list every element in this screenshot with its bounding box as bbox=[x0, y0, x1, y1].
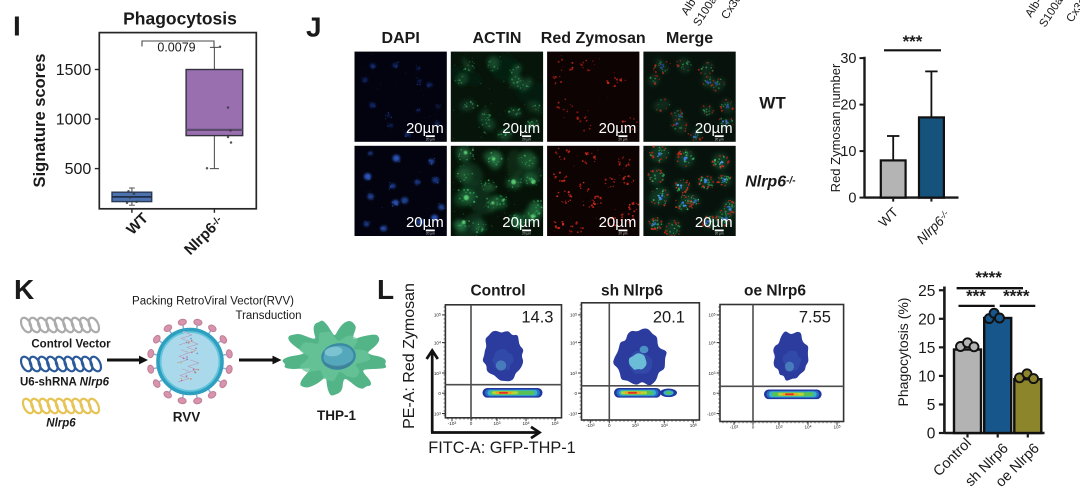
svg-text:Signature scores: Signature scores bbox=[31, 54, 49, 188]
svg-text:Nlrp6: Nlrp6 bbox=[46, 417, 76, 429]
svg-text:103: 103 bbox=[493, 421, 500, 426]
svg-text:15: 15 bbox=[918, 340, 935, 357]
svg-text:DAPI: DAPI bbox=[382, 30, 420, 47]
svg-text:-103: -103 bbox=[730, 425, 739, 430]
svg-text:104: 104 bbox=[661, 423, 668, 428]
svg-text:25: 25 bbox=[918, 283, 935, 300]
svg-text:1500: 1500 bbox=[56, 62, 92, 79]
svg-text:Phagocytosis (%): Phagocytosis (%) bbox=[895, 298, 911, 407]
svg-text:0: 0 bbox=[848, 191, 856, 207]
svg-text:20µm: 20µm bbox=[406, 120, 444, 137]
svg-text:0: 0 bbox=[438, 391, 441, 396]
svg-text:20µm: 20µm bbox=[599, 214, 637, 231]
svg-text:0: 0 bbox=[470, 421, 473, 426]
svg-text:Cx3cr1: Cx3cr1 bbox=[719, 0, 749, 22]
svg-text:7.55: 7.55 bbox=[799, 309, 831, 327]
svg-text:Transduction: Transduction bbox=[235, 310, 301, 322]
svg-text:ACTIN: ACTIN bbox=[473, 30, 522, 47]
svg-text:oe Nlrp6: oe Nlrp6 bbox=[744, 283, 806, 300]
svg-text:20: 20 bbox=[918, 311, 936, 328]
svg-text:L: L bbox=[377, 274, 394, 305]
svg-text:1000: 1000 bbox=[56, 112, 92, 129]
svg-text:WT: WT bbox=[759, 94, 786, 113]
svg-text:105: 105 bbox=[551, 421, 558, 426]
svg-text:105: 105 bbox=[690, 423, 697, 428]
svg-text:105: 105 bbox=[708, 313, 715, 318]
svg-text:20 µm: 20 µm bbox=[426, 232, 435, 236]
svg-text:Nlrp6-/-: Nlrp6-/- bbox=[914, 208, 953, 247]
svg-text:103: 103 bbox=[570, 371, 577, 376]
svg-text:5: 5 bbox=[927, 397, 936, 414]
svg-text:105: 105 bbox=[833, 425, 840, 430]
svg-text:Red Zymosan number: Red Zymosan number bbox=[828, 63, 843, 192]
svg-text:103: 103 bbox=[775, 425, 782, 430]
svg-text:104: 104 bbox=[434, 340, 441, 345]
svg-text:WT: WT bbox=[876, 205, 901, 230]
svg-text:****: **** bbox=[975, 268, 1002, 287]
svg-text:I: I bbox=[13, 11, 21, 42]
svg-text:0: 0 bbox=[574, 391, 577, 396]
svg-text:103: 103 bbox=[708, 371, 715, 376]
svg-text:103: 103 bbox=[434, 371, 441, 376]
svg-text:20µm: 20µm bbox=[502, 214, 540, 231]
svg-text:***: *** bbox=[966, 287, 986, 306]
svg-text:20 µm: 20 µm bbox=[715, 232, 724, 236]
svg-text:sh Nlrp6: sh Nlrp6 bbox=[601, 283, 663, 300]
svg-text:20µm: 20µm bbox=[599, 120, 637, 137]
svg-text:WT: WT bbox=[123, 210, 152, 239]
svg-text:500: 500 bbox=[65, 161, 92, 178]
svg-text:20µm: 20µm bbox=[502, 120, 540, 137]
svg-text:****: **** bbox=[1003, 287, 1030, 306]
svg-text:20: 20 bbox=[840, 98, 856, 114]
svg-text:10: 10 bbox=[918, 368, 936, 385]
svg-text:104: 104 bbox=[708, 340, 715, 345]
svg-text:U6-shRNA Nlrp6: U6-shRNA Nlrp6 bbox=[20, 377, 110, 389]
svg-text:Nlrp6-/-: Nlrp6-/- bbox=[745, 174, 796, 191]
svg-text:-103: -103 bbox=[568, 411, 577, 416]
svg-text:Control: Control bbox=[470, 283, 525, 300]
svg-text:-103: -103 bbox=[586, 423, 595, 428]
svg-text:10: 10 bbox=[840, 144, 856, 160]
svg-text:104: 104 bbox=[804, 425, 811, 430]
svg-text:Phagocytosis: Phagocytosis bbox=[123, 9, 237, 29]
svg-text:105: 105 bbox=[434, 313, 441, 318]
svg-text:-103: -103 bbox=[707, 411, 716, 416]
svg-text:20µm: 20µm bbox=[406, 214, 444, 231]
svg-text:20 µm: 20 µm bbox=[522, 137, 531, 141]
svg-text:Red Zymosan: Red Zymosan bbox=[541, 30, 646, 47]
svg-text:J: J bbox=[306, 11, 322, 42]
svg-text:0: 0 bbox=[608, 423, 611, 428]
svg-text:105: 105 bbox=[570, 313, 577, 318]
svg-text:103: 103 bbox=[632, 423, 639, 428]
svg-text:-103: -103 bbox=[448, 421, 457, 426]
svg-text:104: 104 bbox=[522, 421, 529, 426]
svg-text:20 µm: 20 µm bbox=[618, 137, 627, 141]
svg-text:K: K bbox=[14, 274, 34, 305]
svg-text:0: 0 bbox=[927, 426, 936, 443]
svg-text:RVV: RVV bbox=[173, 410, 201, 425]
svg-text:20 µm: 20 µm bbox=[618, 232, 627, 236]
svg-text:20µm: 20µm bbox=[695, 120, 733, 137]
svg-text:30: 30 bbox=[840, 51, 856, 67]
svg-text:FITC-A: GFP-THP-1: FITC-A: GFP-THP-1 bbox=[428, 439, 575, 457]
svg-text:***: *** bbox=[903, 32, 923, 51]
svg-text:20 µm: 20 µm bbox=[426, 137, 435, 141]
svg-text:20µm: 20µm bbox=[695, 214, 733, 231]
svg-text:0: 0 bbox=[713, 391, 716, 396]
svg-text:Nlrp6-/-: Nlrp6-/- bbox=[181, 213, 227, 259]
svg-text:20 µm: 20 µm bbox=[715, 137, 724, 141]
svg-text:THP-1: THP-1 bbox=[317, 408, 356, 423]
svg-text:Cx3cr1: Cx3cr1 bbox=[1064, 0, 1080, 25]
svg-text:14.3: 14.3 bbox=[521, 309, 553, 327]
svg-text:0.0079: 0.0079 bbox=[157, 41, 195, 55]
svg-text:20.1: 20.1 bbox=[653, 309, 685, 327]
svg-text:-103: -103 bbox=[432, 411, 441, 416]
svg-text:PE-A: Red Zymosan: PE-A: Red Zymosan bbox=[401, 283, 418, 429]
svg-text:104: 104 bbox=[570, 340, 577, 345]
svg-text:Packing RetroViral Vector(RVV): Packing RetroViral Vector(RVV) bbox=[132, 296, 294, 308]
svg-text:20 µm: 20 µm bbox=[522, 232, 531, 236]
svg-text:Merge: Merge bbox=[666, 30, 713, 47]
svg-text:Control Vector: Control Vector bbox=[31, 339, 111, 351]
svg-text:0: 0 bbox=[752, 425, 755, 430]
